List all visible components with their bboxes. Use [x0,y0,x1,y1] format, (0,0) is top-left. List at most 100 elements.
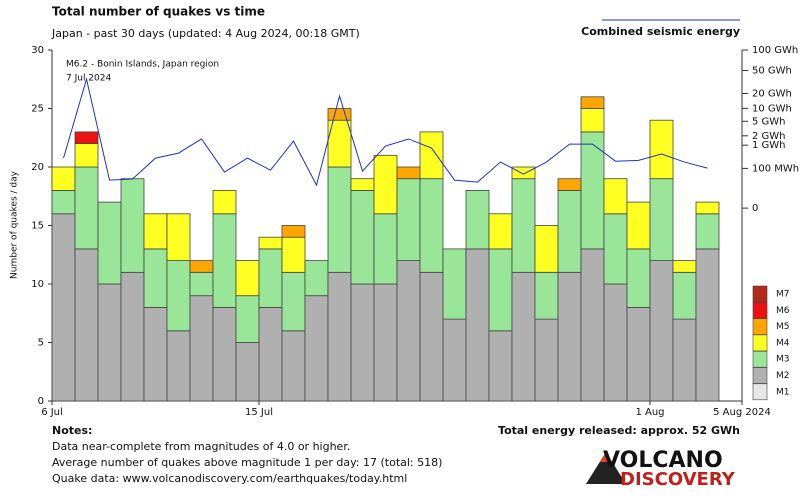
bar-segment [603,213,628,285]
bar-segment [166,260,191,332]
note: Quake data: www.volcanodiscovery.com/ear… [52,472,407,485]
bar-segment [626,248,651,308]
bar-segment [327,166,352,273]
bar-segment [580,248,605,402]
bar-segment [373,213,398,285]
bar-segment [51,189,76,215]
chart-subtitle: Japan - past 30 days (updated: 4 Aug 202… [51,27,360,40]
note: Data near-complete from magnitudes of 4.… [52,440,350,453]
logo-text: VOLCANO [603,448,723,473]
bar-segment [304,295,329,402]
y-tick-label: 30 [31,45,44,56]
bar-segment [534,225,559,273]
total-energy: Total energy released: approx. 52 GWh [498,424,740,437]
legend-swatch [752,318,768,335]
bar-segment [649,178,674,261]
bar-segment [488,330,513,402]
bar-segment [235,260,260,297]
bar-segment [419,178,444,273]
bar-segment [74,143,99,168]
legend-label: M7 [776,290,790,300]
bar-segment [603,283,628,402]
bar-segment [235,342,260,402]
y-tick-label: 0 [38,396,44,407]
bar-segment [672,318,697,402]
bar-segment [580,96,605,109]
y-tick-label: 20 [31,162,44,173]
bar-segment [212,189,237,215]
bar-segment [373,154,398,215]
bar-segment [120,271,145,402]
bar-segment [281,330,306,402]
notes-title: Notes: [52,424,92,437]
y-axis-label: Number of quakes / day [10,170,20,279]
bar-segment [580,131,605,250]
bar-segment [143,248,168,308]
bar-segment [511,166,536,180]
note: Average number of quakes above magnitude… [52,456,442,469]
bar-segment [672,260,697,273]
bar-segment [649,119,674,180]
bar-segment [534,318,559,402]
bar-segment [97,283,122,402]
y2-tick-label: 5 GWh [752,116,786,127]
legend-swatch [752,367,768,384]
bar-segment [143,213,168,250]
bar-segment [212,213,237,308]
bar-segment [419,131,444,180]
bar-segment [465,189,490,250]
y2-tick-label: 10 GWh [752,103,792,114]
y-tick-label: 5 [38,338,44,349]
y2-tick-label: 0 [752,203,758,214]
bar-segment [511,178,536,273]
logo-icon [600,452,612,462]
bar-segment [649,260,674,402]
bar-segment [488,248,513,332]
legend-swatch [752,285,768,303]
energy-line [63,77,708,187]
x-tick-label: 6 Jul [41,407,63,418]
bar-segment [373,283,398,402]
y2-tick-label: 100 MWh [752,163,799,174]
bar-segment [189,271,214,297]
bar-segment [304,260,329,297]
bar-segment [51,213,76,402]
bar-segment [235,295,260,343]
y-tick-label: 10 [31,279,44,290]
legend-swatch [752,301,768,319]
legend-label: Combined seismic energy [581,25,740,38]
bar-segment [74,248,99,402]
y2-tick-label: 100 GWh [752,45,798,56]
bar-segment [396,178,421,261]
annotation: M6.2 - Bonin Islands, Japan region [66,60,219,70]
bar-segment [281,225,306,238]
x-tick-label: 1 Aug [635,407,664,418]
bar-segment [350,189,375,285]
bar-segment [465,248,490,402]
bar-segment [488,213,513,250]
y-tick-label: 15 [31,221,44,232]
bar-segment [350,178,375,191]
bar-segment [626,201,651,250]
bar-segment [143,306,168,402]
legend-label: M5 [776,322,790,332]
y-tick-label: 25 [31,104,44,115]
y2-tick-label: 2 GWh [752,131,786,142]
x-tick-label: 15 Jul [245,407,273,418]
y2-tick-label: 20 GWh [752,89,792,100]
bar-segment [51,166,76,191]
bar-segment [120,178,145,273]
bar-segment [258,236,283,250]
bar-segment [534,271,559,320]
bar-segment [327,108,352,121]
bar-segment [350,283,375,402]
legend-swatch [752,383,768,401]
y2-tick-label: 50 GWh [752,65,792,76]
logo-text: DISCOVERY [620,469,736,490]
bar-segment [166,330,191,402]
bar-segment [212,306,237,402]
bar-segment [396,260,421,402]
legend-label: M2 [776,371,790,381]
bar-segment [511,271,536,402]
